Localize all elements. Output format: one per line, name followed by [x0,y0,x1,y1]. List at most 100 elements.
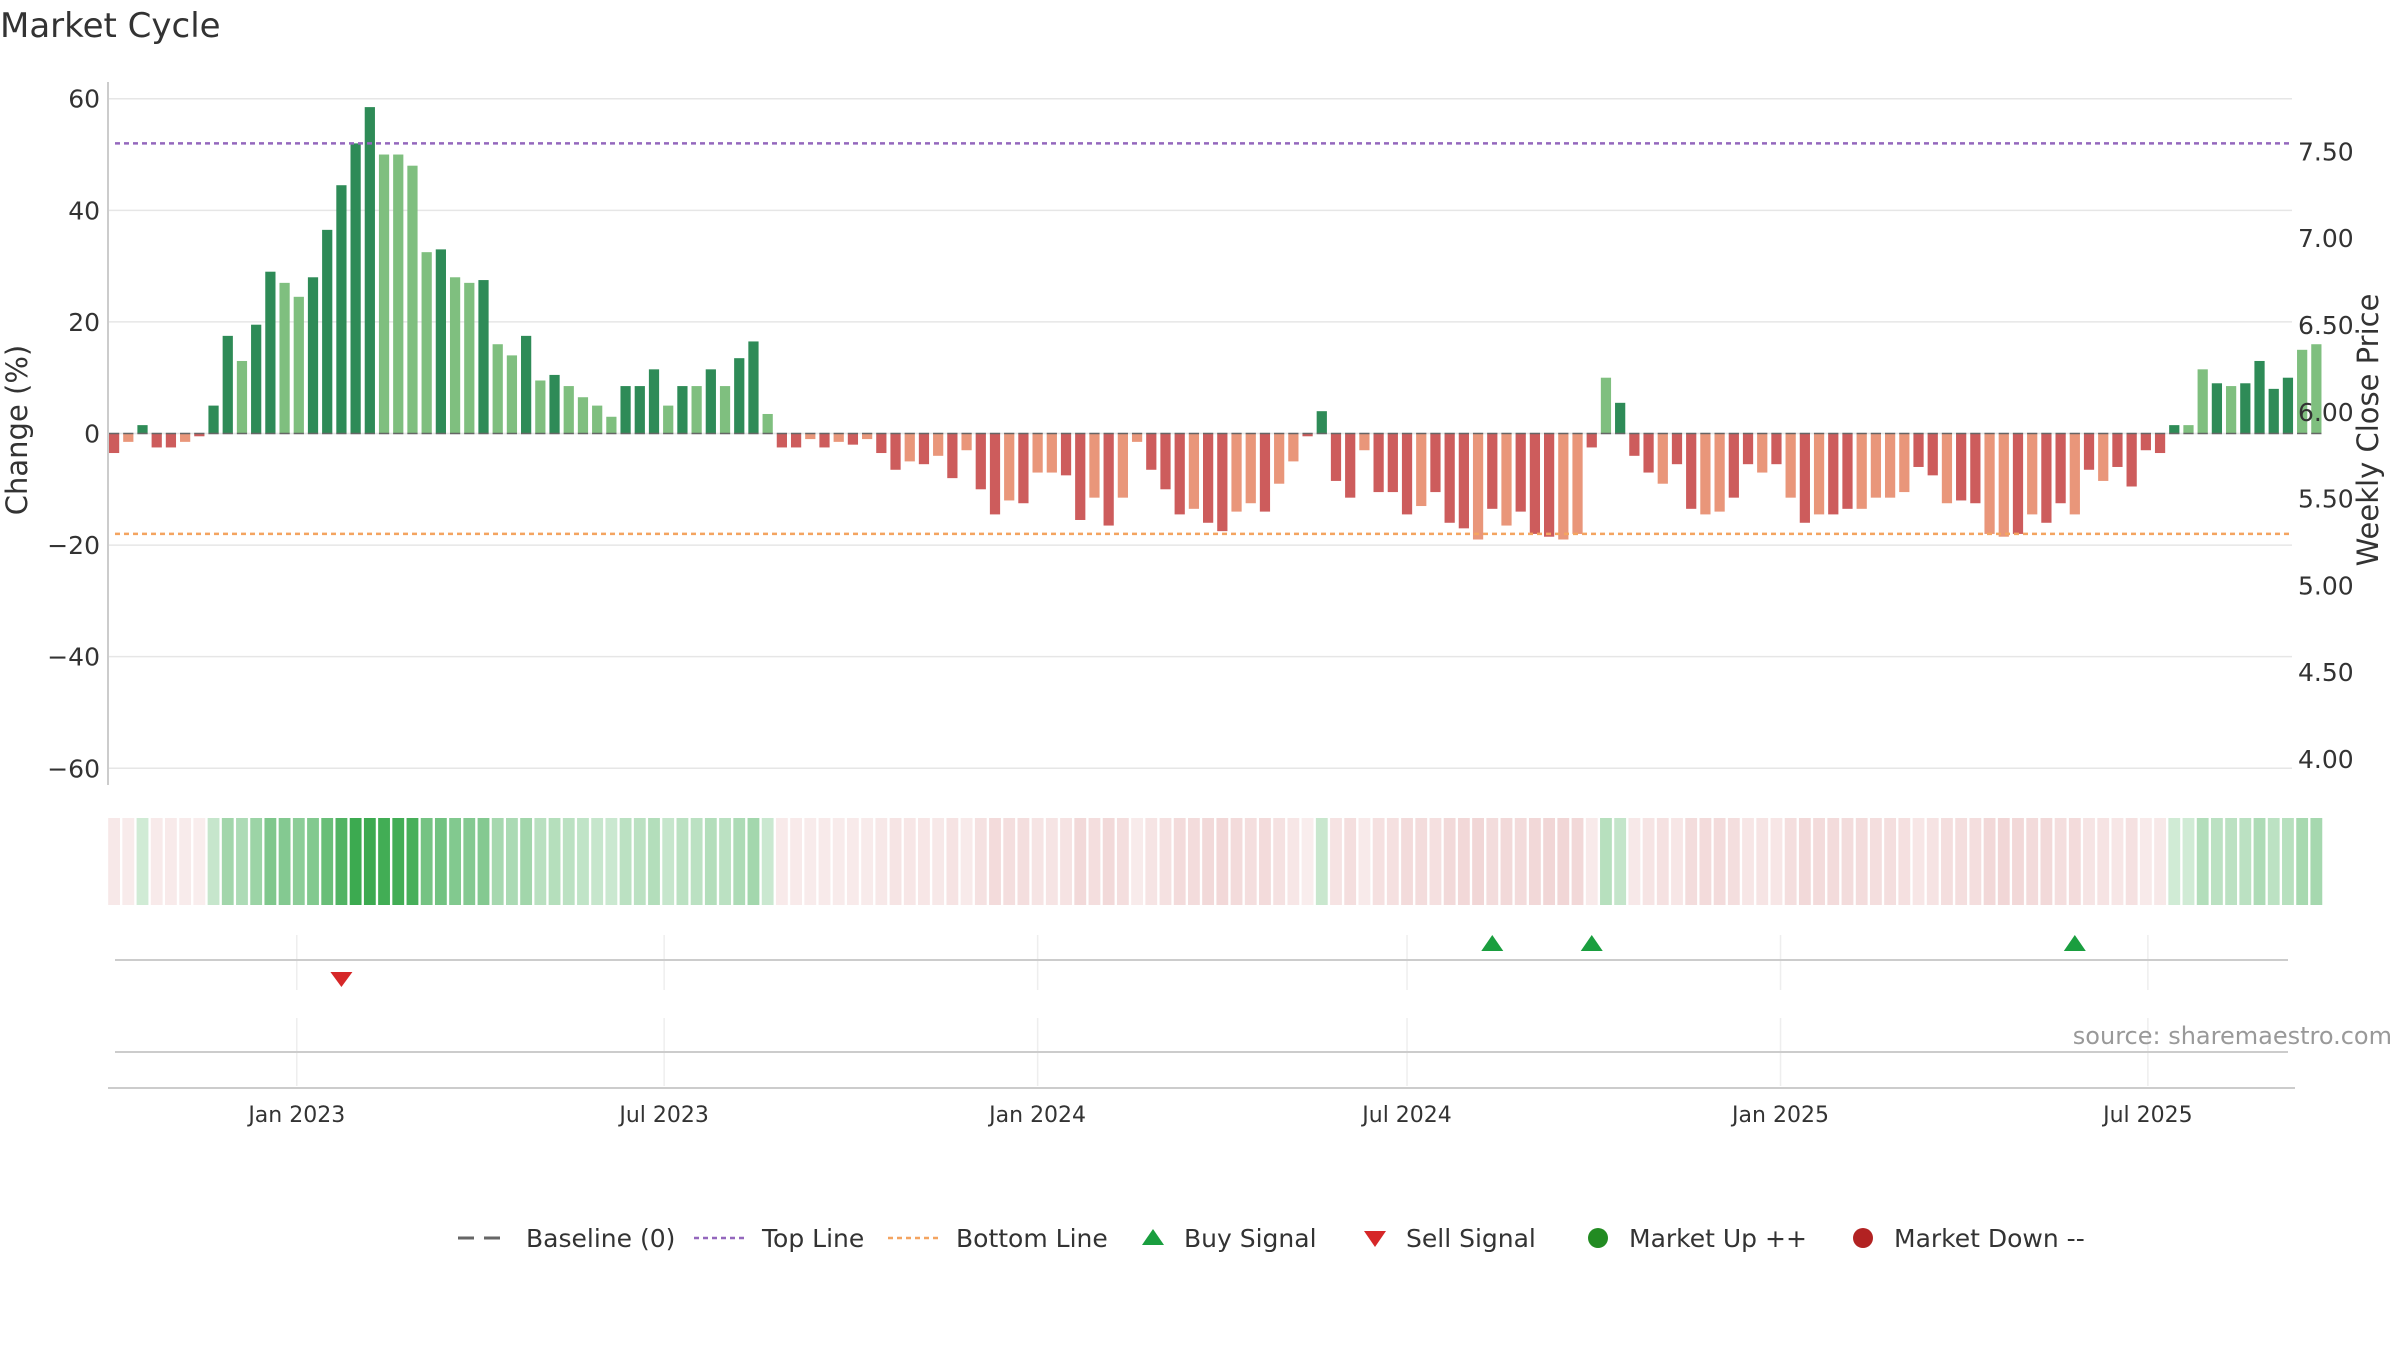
change-bar [1288,433,1299,462]
legend-item-4: Buy Signal [1142,1224,1317,1253]
heat-cell [1557,818,1570,905]
change-bar [2268,388,2279,434]
change-bar [521,335,532,434]
market-down-dot-icon [1853,1228,1873,1248]
change-bar [421,252,432,434]
heat-cell [1543,818,1556,905]
legend-label: Baseline (0) [526,1224,675,1253]
heat-cell [846,818,859,905]
change-bar [1572,433,1583,534]
change-bar [1856,433,1867,509]
change-bar [2041,433,2052,523]
change-bar [123,433,134,442]
heat-cell [875,818,888,905]
heat-cell [1699,818,1712,905]
heat-cell [491,818,504,905]
change-bar [265,271,276,434]
change-bar [620,386,631,434]
change-bar [1131,433,1143,442]
heat-cell [775,818,788,905]
change-bar [904,433,915,462]
change-bar [1060,433,1072,476]
heat-cell [1571,818,1584,905]
heat-cell [946,818,959,905]
change-bar [975,433,986,490]
change-bar [592,405,603,434]
heat-cell [918,818,930,905]
heat-cell [1202,818,1215,905]
heat-cell [648,818,660,905]
heat-cell [1685,818,1698,905]
heat-cell [1017,818,1030,905]
change-bar [563,386,574,434]
change-bar [1785,433,1796,498]
heat-cell [690,818,703,905]
legend-label: Sell Signal [1406,1224,1536,1253]
heat-cell [108,818,121,905]
change-bar [2069,433,2080,515]
heat-cell [264,818,277,905]
change-bar [2297,349,2308,434]
x-tick-label: Jul 2024 [1360,1103,1452,1128]
legend-label: Market Down -- [1894,1224,2085,1253]
change-bar [876,433,887,454]
change-bar [1103,433,1114,526]
change-bar [1586,433,1597,448]
heat-cell [1514,818,1527,905]
change-bar [1686,433,1697,509]
change-bar [1714,433,1725,512]
change-bar [1813,433,1825,515]
heat-cell [1045,818,1058,905]
heat-cell [321,818,334,905]
change-bar [1615,402,1626,434]
heat-cell [1869,818,1882,905]
change-bar [251,324,262,434]
change-bar [1117,433,1128,498]
heat-cell [1330,818,1342,905]
change-bar [1998,433,2009,537]
change-bar [535,380,546,434]
heat-cell [1855,818,1868,905]
heat-cell [1031,818,1044,905]
heat-cell [562,818,575,905]
change-bar [1018,433,1029,504]
heat-cell [1003,818,1016,905]
heat-cell [676,818,689,905]
heat-cell [1088,818,1101,905]
change-bar [492,344,503,434]
change-bar [2027,433,2038,515]
heat-cell [1273,818,1286,905]
heat-cell [548,818,561,905]
heat-cell [1244,818,1257,905]
change-bar [180,433,191,442]
heat-cell [1159,818,1172,905]
change-bar [1444,433,1455,523]
change-bar [506,355,518,434]
heat-cell [989,818,1001,905]
heat-cell [2182,818,2195,905]
change-bar [2183,425,2194,434]
heat-cell [1997,818,2010,905]
heat-cell [974,818,987,905]
heat-cell [861,818,874,905]
heat-cell [1528,818,1541,905]
heat-cell [1230,818,1243,905]
heat-cell [1912,818,1925,905]
chart-title: Market Cycle [0,6,221,46]
heat-cell [605,818,618,905]
x-tick-label: Jan 2024 [987,1103,1086,1128]
change-bar [2055,433,2066,504]
change-bar [1984,433,1995,534]
heat-cell [2267,818,2280,905]
change-bar [1757,433,1768,473]
change-bar [1899,433,1910,493]
change-bar [464,282,475,434]
y-tick-label: −20 [47,531,100,560]
heat-cell [2296,818,2309,905]
heat-cell [2097,818,2110,905]
change-bar [1430,433,1441,493]
change-bar [1274,433,1285,484]
heat-cell [1386,818,1399,905]
heat-cell [420,818,433,905]
